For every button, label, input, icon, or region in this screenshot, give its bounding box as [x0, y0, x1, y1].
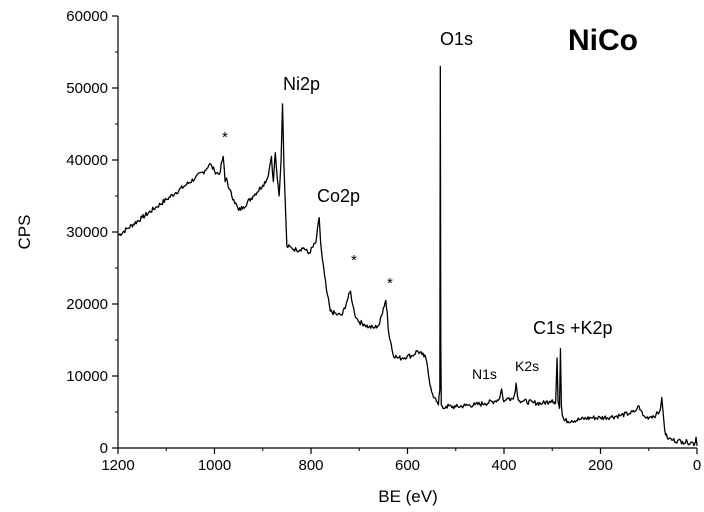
chart-title: NiCo [568, 24, 638, 57]
x-axis-title: BE (eV) [378, 487, 438, 506]
star-label-1: * [222, 129, 228, 146]
x-tick-label: 200 [588, 457, 613, 474]
y-tick-label: 20000 [66, 296, 108, 313]
x-tick-label: 1000 [198, 457, 231, 474]
peak-label-co2p: Co2p [317, 186, 360, 206]
spectrum-line [117, 65, 698, 447]
y-tick-label: 0 [100, 440, 108, 457]
y-tick-label: 40000 [66, 152, 108, 169]
x-tick-label: 0 [693, 457, 701, 474]
peak-label-k2s: K2s [515, 358, 539, 374]
y-tick-label: 10000 [66, 368, 108, 385]
y-ticks: 0 10000 20000 30000 40000 50000 60000 [66, 8, 118, 457]
star-label-3: * [387, 275, 393, 292]
x-tick-label: 800 [298, 457, 323, 474]
x-ticks: 1200 1000 800 600 400 200 0 [101, 448, 701, 474]
y-tick-label: 50000 [66, 80, 108, 97]
x-tick-label: 600 [395, 457, 420, 474]
plot-frame [117, 16, 697, 449]
star-label-2: * [351, 252, 357, 269]
y-tick-label: 30000 [66, 224, 108, 241]
x-tick-label: 400 [491, 457, 516, 474]
y-axis-title: CPS [15, 215, 34, 250]
peak-label-ni2p: Ni2p [283, 74, 320, 94]
peak-label-n1s: N1s [472, 366, 497, 382]
x-tick-label: 1200 [101, 457, 134, 474]
y-tick-label: 60000 [66, 8, 108, 25]
peak-label-o1s: O1s [440, 29, 473, 49]
peak-label-c1s-k2p: C1s +K2p [533, 318, 613, 338]
